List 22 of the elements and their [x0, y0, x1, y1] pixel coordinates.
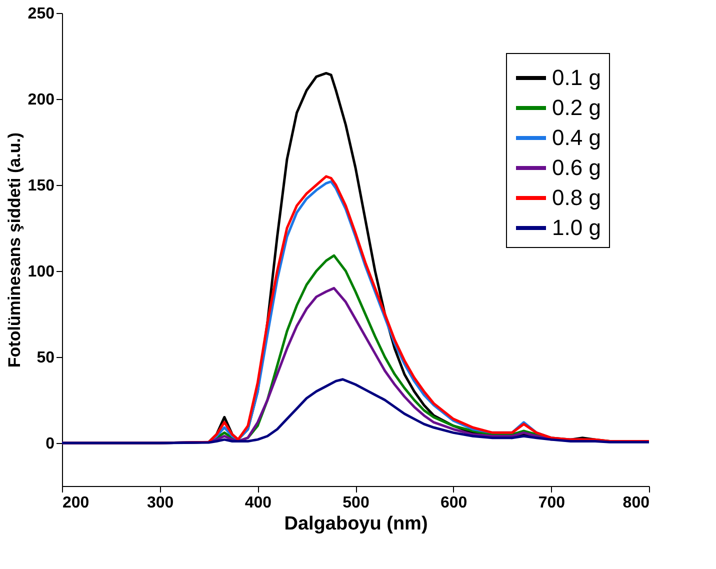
legend-label: 0.8 g — [552, 185, 601, 210]
legend-label: 0.2 g — [552, 95, 601, 120]
x-tick-label: 500 — [342, 494, 370, 512]
x-axis-title: Dalgaboyu (nm) — [284, 514, 428, 534]
y-axis-title: Fotolüminesans şiddeti (a.u.) — [4, 132, 24, 368]
line-series — [62, 378, 649, 444]
y-tick-label: 50 — [36, 350, 55, 366]
x-tick-label: 400 — [244, 494, 272, 512]
x-tick-label: 300 — [146, 494, 174, 512]
y-tick-label: 200 — [28, 92, 55, 108]
y-tick-label: 100 — [28, 264, 55, 280]
legend-label: 0.6 g — [552, 155, 601, 180]
y-tick-label: 0 — [46, 436, 55, 452]
x-tick-label: 800 — [622, 494, 650, 512]
legend-label: 0.4 g — [552, 125, 601, 150]
y-tick-label: 250 — [28, 6, 55, 22]
legend-label: 1.0 g — [552, 215, 601, 240]
legend-label: 0.1 g — [552, 65, 601, 90]
x-tick-label: 700 — [538, 494, 566, 512]
x-tick-label: 600 — [440, 494, 468, 512]
y-tick-label: 150 — [28, 178, 55, 194]
x-tick-label: 200 — [62, 494, 90, 512]
